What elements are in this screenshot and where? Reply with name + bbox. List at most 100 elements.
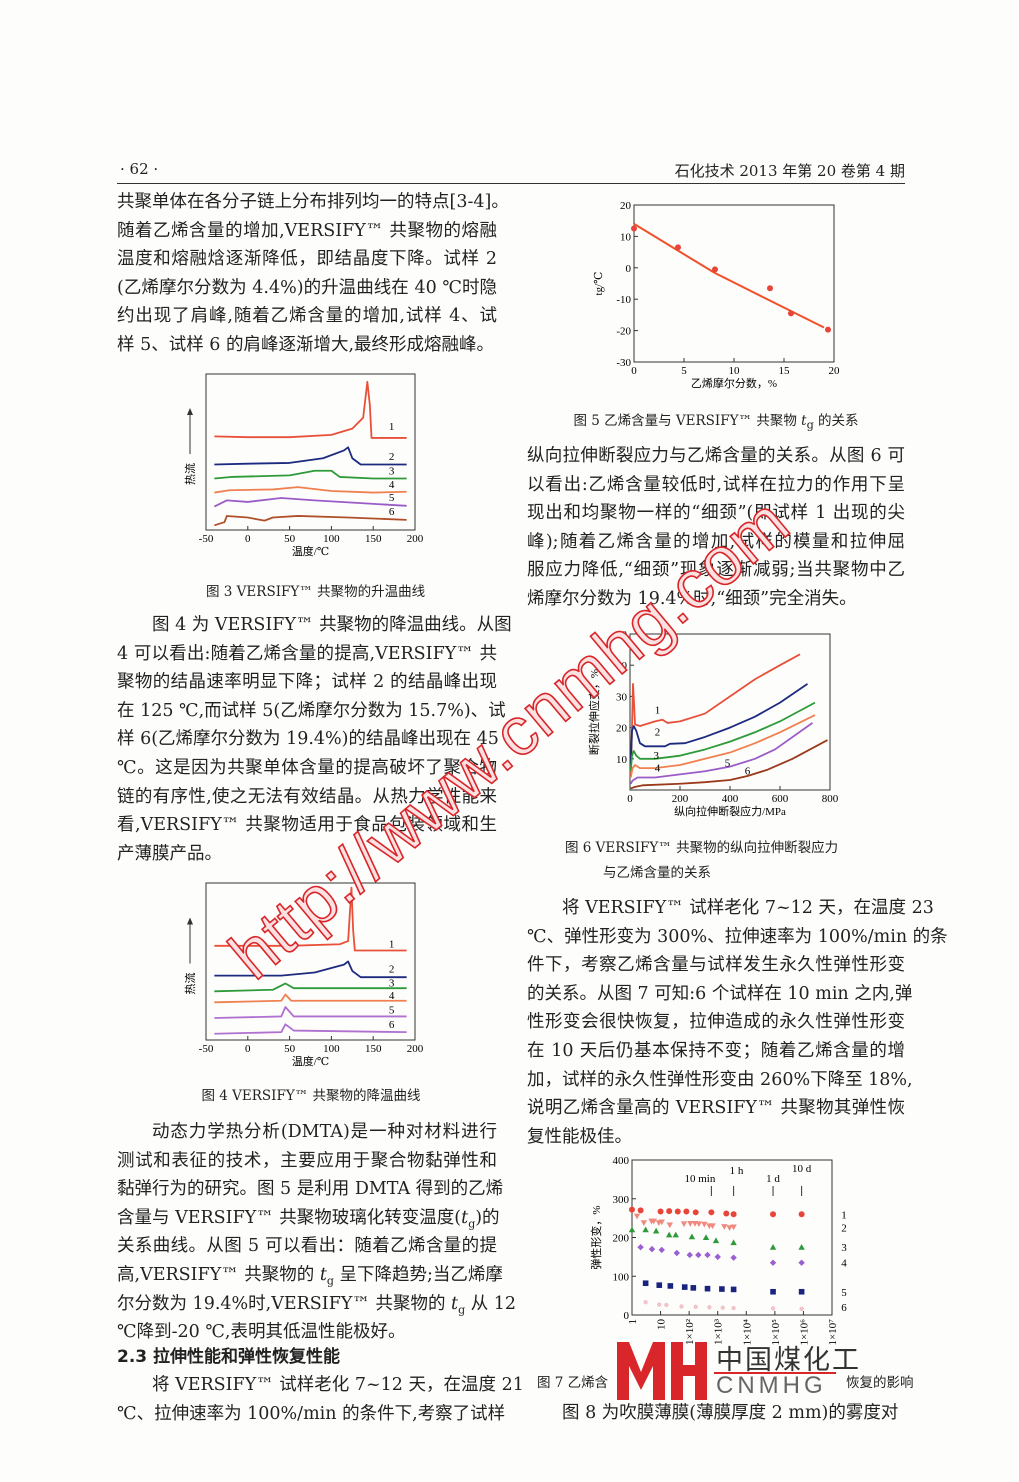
y-tick-label: 0 <box>626 263 632 275</box>
series-label: 1 <box>389 938 395 950</box>
x-axis-label: 纵向拉伸断裂应力/MPa <box>674 804 786 818</box>
data-point <box>658 1219 665 1226</box>
data-point <box>798 1259 805 1266</box>
y-axis-label: 断裂拉伸应变，% <box>587 669 601 755</box>
text-line: 关系曲线。从图 5 可以看出：随着乙烯含量的提 <box>117 1236 497 1257</box>
data-point <box>637 1243 644 1251</box>
series-line <box>214 960 407 979</box>
text-line: ℃、弹性形变为 300%、拉伸速率为 100%/min 的条 <box>527 926 948 947</box>
y-tick-label: 20 <box>616 723 628 735</box>
annotation-label: 1 h <box>730 1165 744 1177</box>
data-point <box>633 1213 641 1220</box>
text-line: 烯摩尔分数为 19.4%时,“细颈”完全消失。 <box>527 588 857 609</box>
series-line <box>629 714 816 778</box>
x-tick-label: 10 <box>656 1319 668 1331</box>
series-label: 2 <box>841 1223 847 1235</box>
text-line: 将 VERSIFY™ 试样老化 7~12 天，在温度 23 <box>562 898 934 918</box>
x-tick-label: 200 <box>407 1043 424 1055</box>
paragraph: 图 4 为 VERSIFY™ 共聚物的降温曲线。从图 4 可以看出:随着乙烯含量的… <box>117 611 512 868</box>
annotation-label: 1 d <box>766 1173 780 1185</box>
x-tick-label: 1×10⁷ <box>827 1319 839 1346</box>
series-label: 4 <box>841 1258 847 1270</box>
data-point <box>664 1302 669 1308</box>
data-point <box>667 1283 674 1289</box>
data-point <box>692 1209 699 1216</box>
data-point <box>680 1221 688 1228</box>
x-tick-label: 0 <box>245 533 251 545</box>
series-line <box>214 1006 407 1019</box>
caption-text: 的关系 <box>813 413 859 429</box>
x-tick-label: -50 <box>199 533 214 545</box>
x-tick-label: 50 <box>284 1043 296 1055</box>
series-line <box>214 886 407 952</box>
logo-chinese-text: 中国煤化工 <box>716 1345 861 1376</box>
y-tick-label: 50 <box>616 629 628 641</box>
text-line: 说明乙烯含量高的 VERSIFY™ 共聚物其弹性恢 <box>527 1098 905 1119</box>
text-line: 件下，考察乙烯含量与试样发生永久性弹性形变 <box>527 955 905 976</box>
text-line: 加，试样的永久性弹性形变由 260%下降至 18%, <box>527 1069 913 1090</box>
series-label: 1 <box>655 705 661 717</box>
data-point <box>679 1304 684 1309</box>
text-line: 的关系。从图 7 可知:6 个试样在 10 min 之内,弹 <box>527 983 913 1004</box>
y-tick-label: -10 <box>616 294 631 306</box>
series-line <box>214 380 407 439</box>
y-axis-label: 弹性形变，% <box>589 1205 603 1269</box>
x-axis-label: 温度/℃ <box>292 1054 329 1068</box>
y-tick-label: -20 <box>616 326 631 338</box>
series-label: 6 <box>389 1019 395 1031</box>
series-label: 6 <box>745 765 751 777</box>
series-line <box>214 993 407 1004</box>
y-tick-label: 400 <box>613 1155 630 1167</box>
data-point <box>730 1224 737 1231</box>
tg-subscript: g <box>806 418 814 432</box>
data-point <box>769 1243 777 1250</box>
data-point <box>709 1223 716 1230</box>
series-label: 4 <box>655 762 661 774</box>
text-line: 看,VERSIFY™ 共聚物适用于食品包装领域和生 <box>117 815 497 836</box>
series-1 <box>214 380 407 439</box>
data-point <box>672 1231 679 1238</box>
series-label: 5 <box>841 1287 847 1299</box>
x-tick-label: 400 <box>722 793 739 805</box>
y-axis-label: 热流 <box>183 463 197 485</box>
y-tick-label: 30 <box>616 691 628 703</box>
series-3 <box>629 701 816 772</box>
data-point <box>643 1300 648 1305</box>
data-point <box>712 1237 720 1244</box>
y-axis-label: tg/℃ <box>593 272 605 296</box>
series-6 <box>214 515 407 527</box>
data-point <box>650 1218 658 1225</box>
fit-line <box>633 222 825 329</box>
series-label: 6 <box>841 1302 847 1314</box>
data-point <box>730 1211 737 1218</box>
tg-symbol: t <box>801 413 807 429</box>
data-point <box>687 1220 694 1227</box>
data-point <box>707 1305 712 1310</box>
figure-5-caption: 图 5 乙烯含量与 VERSIFY™ 共聚物 tg 的关系 <box>566 409 866 432</box>
series-label: 2 <box>389 963 395 975</box>
header-rule <box>117 183 905 184</box>
figure-6-tensile-chart: 0 200 400 600 800 10 20 30 40 50 纵向拉伸断裂应力/MPa 断裂拉伸应… <box>587 629 839 818</box>
paragraph: 纵向拉伸断裂应力与乙烯含量的关系。从图 6 可以看出:乙烯含量较低时,试样在拉力… <box>527 442 905 614</box>
x-tick-label: 100 <box>323 533 340 545</box>
text-line: 产薄膜产品。 <box>117 843 222 864</box>
data-point <box>798 1288 805 1295</box>
figure-6-caption: 图 6 VERSIFY™ 共聚物的纵向拉伸断裂应力 <box>565 840 839 856</box>
data-point <box>721 1224 728 1230</box>
data-point <box>666 1222 673 1229</box>
paragraph: 动态力学热分析(DMTA)是一种对材料进行 测试和表征的技术，主要应用于聚合物黏弹… <box>117 1118 516 1347</box>
data-point <box>799 1306 804 1311</box>
x-tick-label: 1×10⁶ <box>798 1319 810 1346</box>
paragraph: 图 8 为吹膜薄膜(薄膜厚度 2 mm)的雾度对 <box>527 1399 905 1428</box>
x-tick-label: 20 <box>829 365 841 377</box>
data-point <box>665 1231 673 1238</box>
text-line: 服应力降低,“细颈”现象逐渐减弱;当共聚物中乙 <box>527 560 905 581</box>
series-label: 3 <box>389 466 395 478</box>
y-tick-label: 10 <box>616 754 628 766</box>
text-line: 在 125 ℃,而试样 5(乙烯摩尔分数为 15.7%)、试 <box>117 700 506 721</box>
text-line: 图 8 为吹膜薄膜(薄膜厚度 2 mm)的雾度对 <box>562 1403 899 1423</box>
data-point <box>701 1221 708 1228</box>
series-label: 1 <box>841 1209 847 1221</box>
data-point <box>720 1305 725 1310</box>
y-tick-label: 10 <box>620 231 632 243</box>
